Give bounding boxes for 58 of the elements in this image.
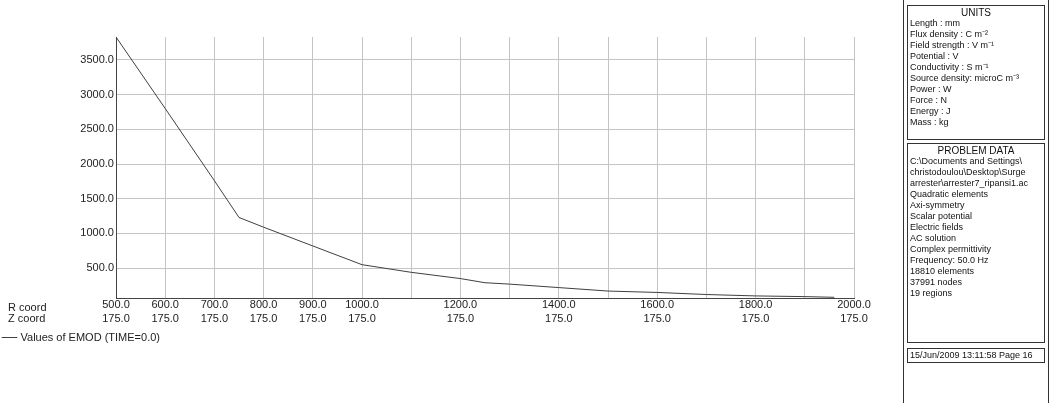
text: christodoulou\Desktop\Surge bbox=[910, 167, 1027, 178]
text: 175.0 bbox=[348, 311, 376, 324]
y-tick-label: 500.0 bbox=[86, 261, 114, 274]
text: Energy : J bbox=[910, 106, 952, 117]
text: 37991 nodes bbox=[910, 277, 964, 288]
text: 19 regions bbox=[910, 288, 954, 299]
text: Electric fields bbox=[910, 222, 964, 233]
text: Quadratic elements bbox=[910, 189, 990, 200]
text: AC solution bbox=[910, 233, 958, 244]
text: Mass : kg bbox=[910, 117, 950, 128]
text: Power : W bbox=[910, 84, 953, 95]
text: Potential : V bbox=[910, 51, 960, 62]
text: Scalar potential bbox=[910, 211, 974, 222]
x-tick-label: 700.0 bbox=[200, 298, 229, 311]
x-tick-label: 1800.0 bbox=[738, 298, 773, 311]
y-tick-label: 1000.0 bbox=[80, 226, 114, 239]
text: 18810 elements bbox=[910, 266, 976, 277]
text: Conductivity : S m⁻¹ bbox=[910, 62, 990, 73]
text: R coord bbox=[8, 300, 47, 313]
text: PROBLEM DATA bbox=[936, 145, 1016, 156]
y-tick-label: 3500.0 bbox=[80, 52, 114, 65]
y-tick-label: 2500.0 bbox=[80, 122, 114, 135]
text: Z coord bbox=[8, 311, 46, 324]
x-tick-label: 500.0 bbox=[102, 298, 130, 311]
text: C:\Documents and Settings\ bbox=[910, 156, 1024, 167]
x-tick-label: 1600.0 bbox=[640, 298, 675, 311]
text: 175.0 bbox=[102, 311, 130, 324]
source-note: Source density: microC m⁻³ bbox=[910, 73, 1021, 84]
text: 175.0 bbox=[741, 311, 770, 324]
text: 175.0 bbox=[446, 311, 475, 324]
text: Force : N bbox=[910, 95, 948, 106]
text: Axi-symmetry bbox=[910, 200, 966, 211]
text: Frequency: 50.0 Hz bbox=[910, 255, 990, 266]
text: 175.0 bbox=[840, 311, 868, 324]
text: 175.0 bbox=[151, 311, 179, 324]
text: 175.0 bbox=[200, 311, 229, 324]
y-tick-label: 3000.0 bbox=[80, 87, 114, 100]
y-tick-label: 1500.0 bbox=[80, 191, 114, 204]
text: 175.0 bbox=[545, 311, 573, 324]
x-tick-label: 1000.0 bbox=[345, 298, 379, 311]
x-tick-label: 1400.0 bbox=[541, 298, 576, 311]
text: UNITS bbox=[960, 7, 992, 18]
text: 175.0 bbox=[299, 311, 327, 324]
x-tick-label: 2000.0 bbox=[837, 298, 871, 311]
y-tick-label: 2000.0 bbox=[80, 157, 114, 170]
text: Flux density : C m⁻² bbox=[910, 29, 989, 40]
text: Complex permittivity bbox=[910, 244, 993, 255]
text: arrester\arrester7_ripansi1.ac bbox=[910, 178, 1030, 189]
text: 175.0 bbox=[643, 311, 671, 324]
x-tick-label: 1200.0 bbox=[443, 298, 478, 311]
text: Length : mm bbox=[910, 18, 962, 29]
x-tick-label: 800.0 bbox=[249, 298, 278, 311]
text: Field strength : V m⁻¹ bbox=[910, 40, 996, 51]
x-tick-label: 600.0 bbox=[151, 298, 179, 311]
text: 15/Jun/2009 13:11:58 Page 16 bbox=[910, 350, 1042, 361]
text: 175.0 bbox=[249, 311, 278, 324]
x-tick-label: 900.0 bbox=[299, 298, 327, 311]
legend-label: Values of EMOD (TIME=0.0) bbox=[20, 330, 160, 343]
